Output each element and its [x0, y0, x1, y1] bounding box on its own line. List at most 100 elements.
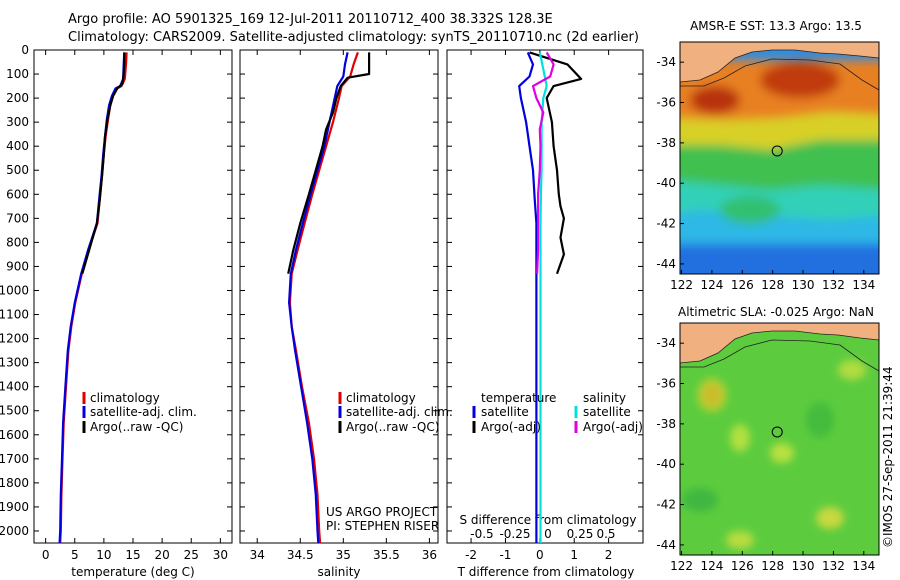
lat-tick-label: -38: [656, 417, 676, 431]
temperature-x-ticks: 0 5 10 15 20 25 30: [42, 50, 228, 562]
lat-tick-label: -34: [656, 336, 676, 350]
lat-tick-label: -34: [656, 55, 676, 69]
salinity-series: [287, 52, 371, 544]
s-tick-label: -0.5: [470, 527, 493, 541]
argo-location-marker: [771, 145, 783, 157]
legend-label-satellite: satellite-adj. clim.: [90, 405, 197, 419]
legend-label-sal-satellite: satellite: [583, 405, 631, 419]
sst-map-frame: [679, 41, 880, 275]
series-line-temperature-satellite: [518, 51, 538, 543]
lat-tick-label: -38: [656, 136, 676, 150]
depth-tick-label: 700: [6, 211, 29, 225]
sst-map-title: AMSR-E SST: 13.3 Argo: 13.5: [690, 19, 862, 33]
sst-map: AMSR-E SST: 13.3 Argo: 13.5 122 124 126 128…: [656, 19, 880, 292]
depth-tick-label: 900: [6, 259, 29, 273]
lat-tick-label: -44: [656, 538, 676, 552]
pi-annotation: PI: STEPHEN RISER: [326, 519, 439, 533]
t-difference-xlabel: T difference from climatology: [457, 565, 635, 579]
sla-anomaly: [806, 402, 834, 438]
x-tick-label: 15: [125, 548, 140, 562]
s-tick-label: -0.25: [499, 527, 530, 541]
series-line-climatology: [288, 52, 359, 544]
sst-green-patch: [720, 196, 780, 224]
depth-tick-label: 1100: [0, 308, 29, 322]
sla-anomaly: [838, 360, 866, 380]
series-line-salinity-argo-adj: [531, 51, 555, 274]
x-tick-label: 35.5: [373, 548, 400, 562]
temperature-panel-frame: [33, 49, 233, 544]
x-tick-label: -1: [499, 548, 511, 562]
depth-tick-label: 200: [6, 91, 29, 105]
lon-tick-label: 124: [700, 559, 723, 573]
depth-tick-label: 1500: [0, 404, 29, 418]
lon-tick-label: 128: [761, 559, 784, 573]
lon-tick-label: 134: [852, 559, 875, 573]
x-tick-label: 20: [154, 548, 169, 562]
sla-anomaly: [682, 488, 718, 512]
sla-map-title: Altimetric SLA: -0.025 Argo: NaN: [678, 305, 874, 319]
series-line-climatology: [59, 52, 128, 544]
temperature-legend: climatology satellite-adj. clim. Argo(..…: [82, 391, 197, 434]
lon-tick-label: 132: [822, 559, 845, 573]
legend-title-salinity: salinity: [583, 391, 626, 405]
sst-field: [680, 42, 879, 274]
x-tick-label: 0: [536, 548, 544, 562]
sla-field: [680, 323, 879, 555]
sla-anomaly: [726, 531, 754, 549]
series-line-temperature-argo-adj: [529, 51, 583, 275]
depth-tick-label: 500: [6, 163, 29, 177]
series-line-satellite-adj-clim: [58, 52, 126, 544]
depth-tick-label: 300: [6, 115, 29, 129]
sst-lon-ticks: 122 124 126 128 130 132 134: [670, 270, 875, 292]
x-tick-label: -2: [465, 548, 477, 562]
shelf-contour: [680, 58, 879, 91]
temperature-panel: 0 5 10 15 20 25 30 temperature (deg C) climato…: [42, 50, 228, 579]
x-tick-label: 34: [250, 548, 265, 562]
land-mass: [680, 323, 879, 363]
depth-tick-label: 600: [6, 187, 29, 201]
x-tick-label: 36: [422, 548, 437, 562]
temperature-xlabel: temperature (deg C): [71, 565, 194, 579]
coastline: [680, 49, 879, 83]
sst-band-blue: [680, 244, 879, 274]
argo-location-marker: [771, 426, 783, 438]
lon-tick-label: 122: [670, 559, 693, 573]
s-tick-label: 0.25: [567, 527, 594, 541]
x-tick-label: 35: [336, 548, 351, 562]
s-difference-ticks: -0.5 -0.25 0 0.25 0.5: [470, 527, 615, 541]
legend-label-argo: Argo(..raw -QC): [90, 420, 183, 434]
sst-warm-core: [690, 86, 740, 114]
shelf-contour: [680, 339, 879, 372]
depth-tick-label: 1000: [0, 283, 29, 297]
lat-tick-label: -36: [656, 96, 676, 110]
sst-warm-core: [760, 62, 840, 98]
header-line-2: Climatology: CARS2009. Satellite-adjuste…: [68, 30, 639, 45]
x-tick-label: 30: [213, 548, 228, 562]
sla-map: Altimetric SLA: -0.025 Argo: NaN 122 124 1…: [656, 305, 880, 573]
x-tick-label: 5: [71, 548, 79, 562]
difference-series: [518, 51, 583, 543]
legend-label-climatology: climatology: [346, 391, 416, 405]
temperature-series: [58, 52, 128, 544]
sla-base: [680, 323, 879, 555]
series-line-salinity-satellite: [538, 52, 548, 543]
x-tick-label: 10: [96, 548, 111, 562]
project-annotation: US ARGO PROJECT: [326, 505, 438, 519]
s-tick-label: 0: [544, 527, 552, 541]
lon-tick-label: 130: [792, 559, 815, 573]
legend-label-sal-argo: Argo(-adj): [583, 420, 643, 434]
series-line-argo-raw-qc: [81, 52, 126, 275]
depth-tick-label: 0: [21, 43, 29, 57]
series-line-satellite-adj-clim: [288, 52, 349, 544]
salinity-xlabel: salinity: [317, 565, 360, 579]
sla-anomaly: [770, 443, 794, 463]
s-difference-label: S difference from climatology: [460, 513, 637, 527]
difference-x-ticks: -2 -1 0 1 2: [465, 50, 612, 562]
lon-tick-label: 128: [761, 278, 784, 292]
lon-tick-label: 126: [731, 278, 754, 292]
lon-tick-label: 130: [792, 278, 815, 292]
credit-stamp: ©IMOS 27-Sep-2011 21:39:44: [881, 366, 895, 548]
sla-map-frame: [679, 322, 880, 556]
x-tick-label: 2: [605, 548, 613, 562]
lat-tick-label: -40: [656, 457, 676, 471]
